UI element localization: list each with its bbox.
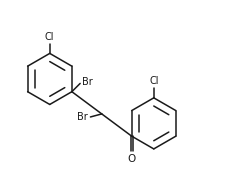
Text: O: O bbox=[127, 154, 135, 164]
Text: Cl: Cl bbox=[45, 32, 54, 42]
Text: Cl: Cl bbox=[148, 76, 158, 86]
Text: Br: Br bbox=[76, 112, 87, 122]
Text: Br: Br bbox=[82, 77, 93, 87]
